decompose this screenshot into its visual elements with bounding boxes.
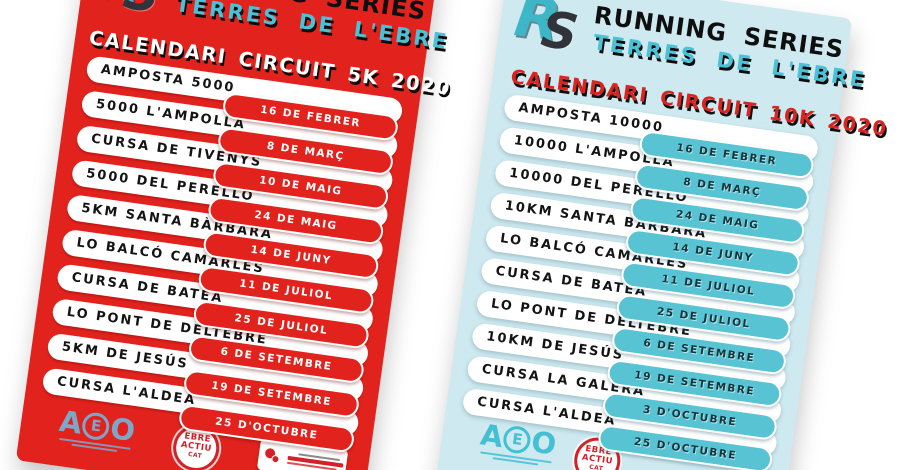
logo-letter-s: S bbox=[537, 0, 582, 63]
running-series-logo: R S bbox=[507, 0, 597, 74]
logo-letter-s: S bbox=[120, 0, 164, 24]
sponsor-fineprint bbox=[286, 450, 345, 470]
race-list: AMPOSTA 10000 16 DE FEBRER 10000 L'AMPOLLA… bbox=[461, 93, 820, 470]
aceo-circled-e: E bbox=[502, 424, 533, 455]
aceo-letter-a: A bbox=[478, 417, 506, 455]
aceo-letter-a: A bbox=[57, 403, 85, 441]
aceo-letter-o: O bbox=[108, 411, 138, 449]
poster-circuit-10k: R S RUNNING SERIES TERRES DE L'EBRE CALE… bbox=[431, 0, 889, 470]
aceo-circled-e: E bbox=[80, 410, 112, 442]
aceo-letter-o: O bbox=[529, 424, 559, 462]
sponsor-dots-icon bbox=[264, 446, 284, 466]
race-list: AMPOSTA 5000 16 DE FEBRER 5000 L'AMPOLLA 8 … bbox=[40, 55, 404, 454]
poster-circuit-5k: R S RUNNING SERIES TERRES DE L'EBRE CALE… bbox=[15, 0, 452, 470]
